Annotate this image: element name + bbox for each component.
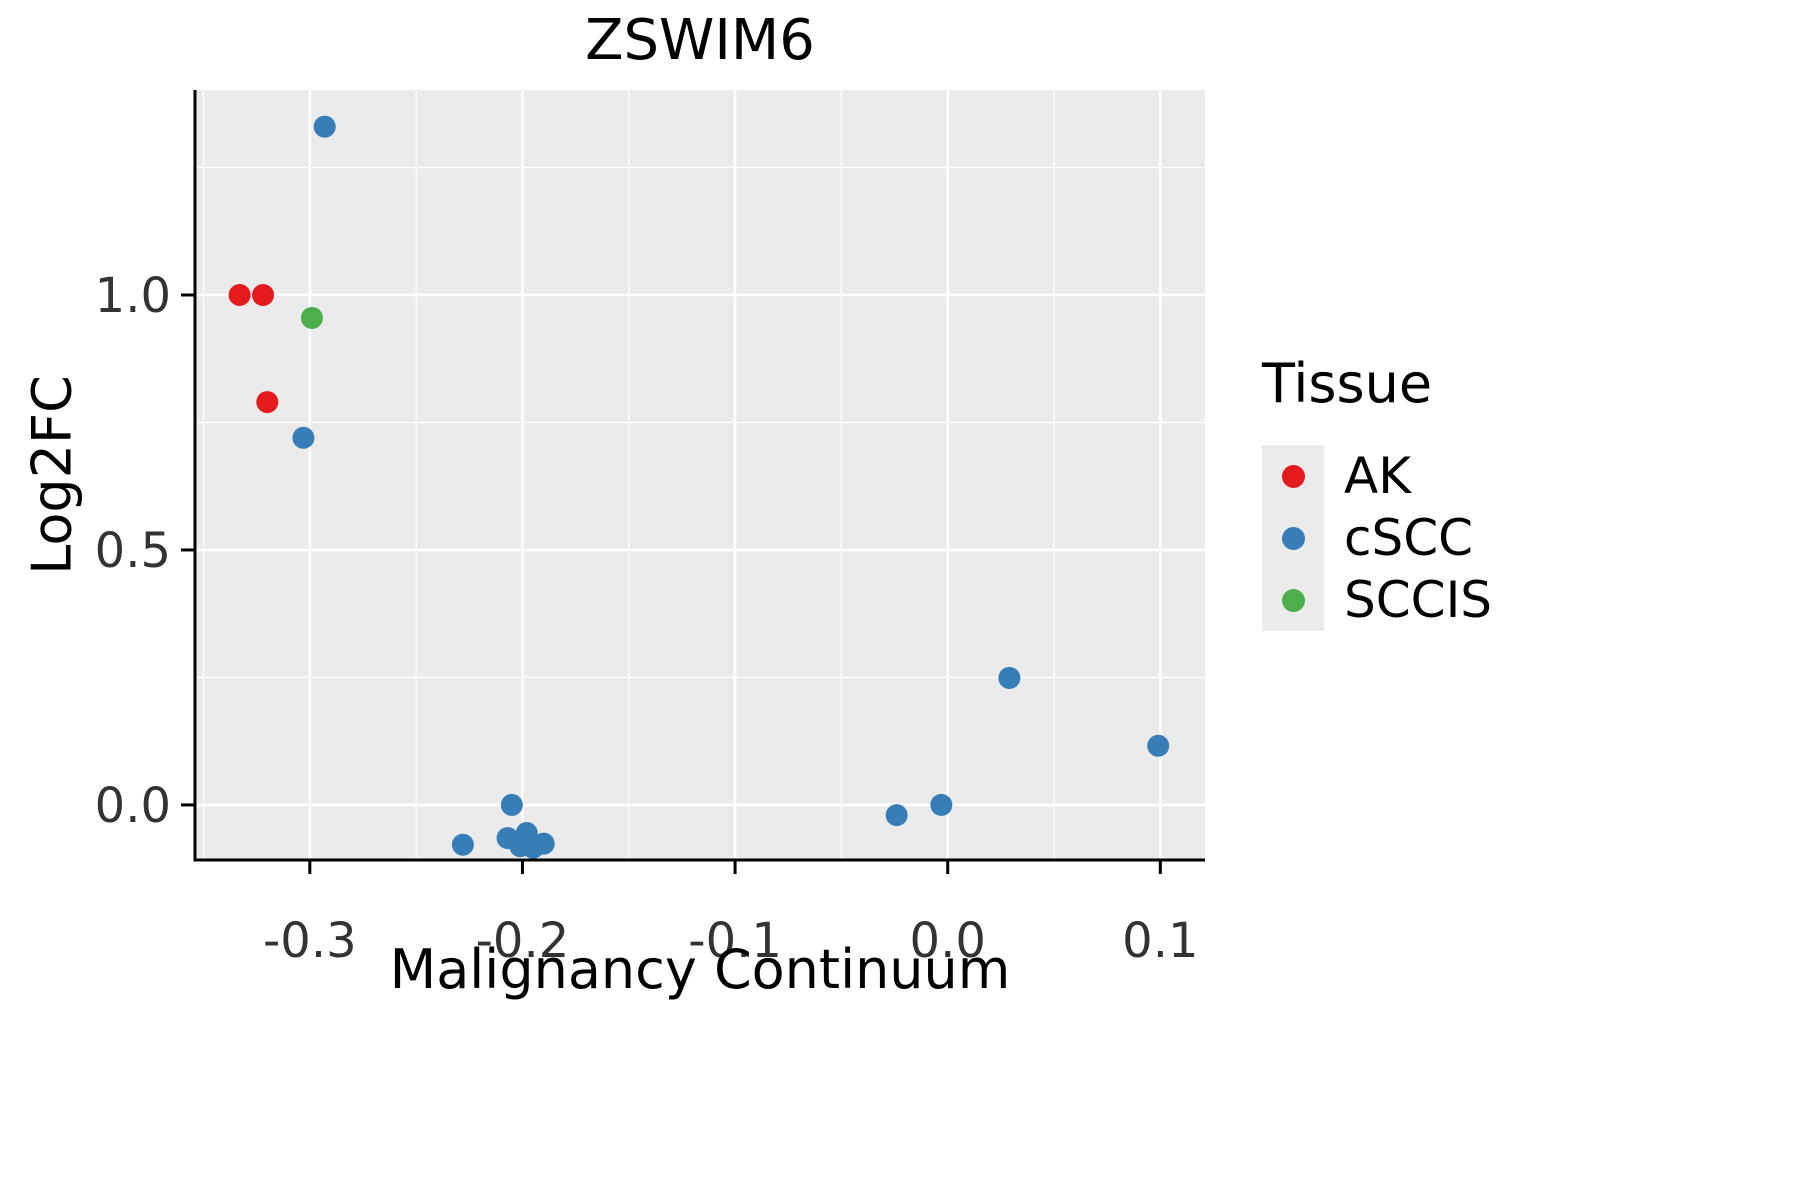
ak-dot-icon (1281, 464, 1305, 488)
data-point-ak (228, 283, 251, 306)
x-tick-label: -0.1 (688, 913, 782, 969)
legend-key (1262, 445, 1324, 507)
x-tick-label: 0.1 (1122, 913, 1198, 969)
y-tick-label: 0.5 (95, 523, 171, 579)
data-point-cscc (885, 804, 908, 827)
cscc-dot-icon (1281, 526, 1305, 550)
data-point-cscc (451, 833, 474, 856)
plot-panel (195, 90, 1205, 860)
data-point-cscc (532, 832, 555, 855)
data-point-cscc (313, 115, 336, 138)
data-point-cscc (500, 793, 523, 816)
y-tick-label: 0.0 (95, 778, 171, 834)
legend: Tissue AK cSCC SCCIS (1262, 352, 1492, 631)
data-point-cscc (292, 426, 315, 449)
legend-item-cscc: cSCC (1262, 507, 1492, 569)
x-tick-label: 0.0 (910, 913, 986, 969)
x-tick-label: -0.3 (263, 913, 357, 969)
sccis-dot-icon (1281, 588, 1305, 612)
x-tick-label: -0.2 (476, 913, 570, 969)
data-point-cscc (930, 793, 953, 816)
y-tick-label: 1.0 (95, 268, 171, 324)
legend-item-ak: AK (1262, 445, 1492, 507)
legend-title: Tissue (1262, 352, 1433, 415)
data-point-sccis (300, 306, 323, 329)
x-axis-label: Malignancy Continuum (389, 938, 1011, 1001)
legend-item-sccis: SCCIS (1262, 569, 1492, 631)
y-axis-label: Log2FC (20, 375, 84, 575)
data-point-ak (256, 391, 279, 414)
legend-key (1262, 507, 1324, 569)
legend-label: AK (1344, 447, 1411, 505)
legend-key (1262, 569, 1324, 631)
data-point-cscc (998, 666, 1021, 689)
legend-label: cSCC (1344, 509, 1474, 567)
data-point-cscc (1147, 734, 1170, 757)
legend-label: SCCIS (1344, 571, 1493, 629)
chart-title: ZSWIM6 (585, 8, 815, 73)
data-point-ak (252, 283, 275, 306)
